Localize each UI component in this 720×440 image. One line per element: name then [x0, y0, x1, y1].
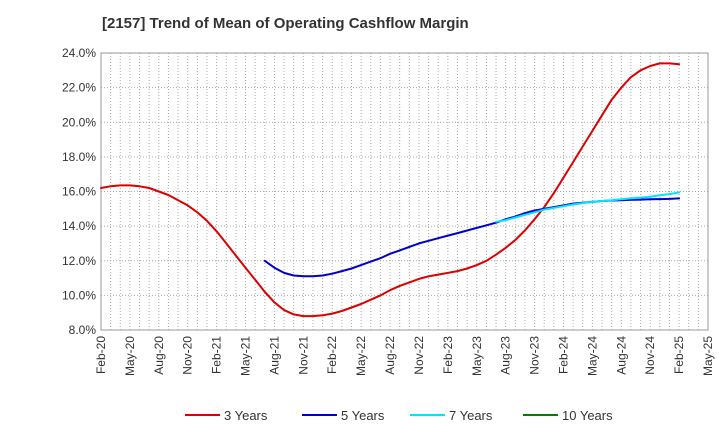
y-tick-label: 10.0%: [62, 288, 96, 302]
x-tick-label: Feb-25: [672, 336, 686, 374]
legend-label: 7 Years: [449, 408, 493, 423]
x-tick-label: Aug-21: [267, 336, 281, 375]
x-tick-label: Feb-21: [210, 336, 224, 374]
x-tick-label: Feb-23: [441, 336, 455, 374]
y-tick-label: 18.0%: [62, 150, 96, 164]
x-tick-label: Nov-24: [643, 336, 657, 375]
x-tick-label: May-21: [239, 336, 253, 376]
y-tick-label: 8.0%: [69, 323, 97, 337]
plot-frame: [100, 52, 709, 331]
x-tick-label: Nov-22: [412, 336, 426, 375]
x-tick-label: Aug-22: [383, 336, 397, 375]
x-tick-label: Aug-23: [499, 336, 513, 375]
legend: 3 Years 5 Years 7 Years 10 Years: [185, 408, 613, 423]
legend-label: 10 Years: [562, 408, 613, 423]
x-tick-label: Nov-20: [181, 336, 195, 375]
series-line-7-years: [495, 191, 681, 223]
legend-label: 5 Years: [341, 408, 385, 423]
x-tick-label: Feb-24: [556, 336, 570, 374]
y-axis-ticks: 8.0% 10.0% 12.0% 14.0% 16.0% 18.0% 20.0% 22.0% 2…: [62, 46, 96, 337]
x-tick-label: May-25: [701, 336, 715, 376]
series-lines: [100, 62, 681, 318]
x-tick-label: May-23: [470, 336, 484, 376]
series-line-3-years: [100, 62, 681, 318]
series-line-5-years: [263, 197, 681, 278]
x-tick-label: Aug-20: [152, 336, 166, 375]
x-tick-label: Nov-23: [528, 336, 542, 375]
y-tick-label: 20.0%: [62, 115, 96, 129]
y-tick-label: 24.0%: [62, 46, 96, 60]
y-tick-label: 12.0%: [62, 254, 96, 268]
x-tick-label: May-22: [354, 336, 368, 376]
y-tick-label: 14.0%: [62, 219, 96, 233]
x-tick-label: Feb-22: [325, 336, 339, 374]
y-tick-label: 16.0%: [62, 185, 96, 199]
x-tick-label: May-20: [123, 336, 137, 376]
x-axis-ticks: Feb-20 May-20 Aug-20 Nov-20 Feb-21 May-21 Aug-…: [94, 336, 715, 376]
x-tick-label: Aug-24: [614, 336, 628, 375]
x-tick-label: May-24: [585, 336, 599, 376]
chart-title: [2157] Trend of Mean of Operating Cashfl…: [102, 15, 469, 32]
x-tick-label: Feb-20: [94, 336, 108, 374]
legend-label: 3 Years: [224, 408, 268, 423]
x-tick-label: Nov-21: [296, 336, 310, 375]
y-tick-label: 22.0%: [62, 81, 96, 95]
